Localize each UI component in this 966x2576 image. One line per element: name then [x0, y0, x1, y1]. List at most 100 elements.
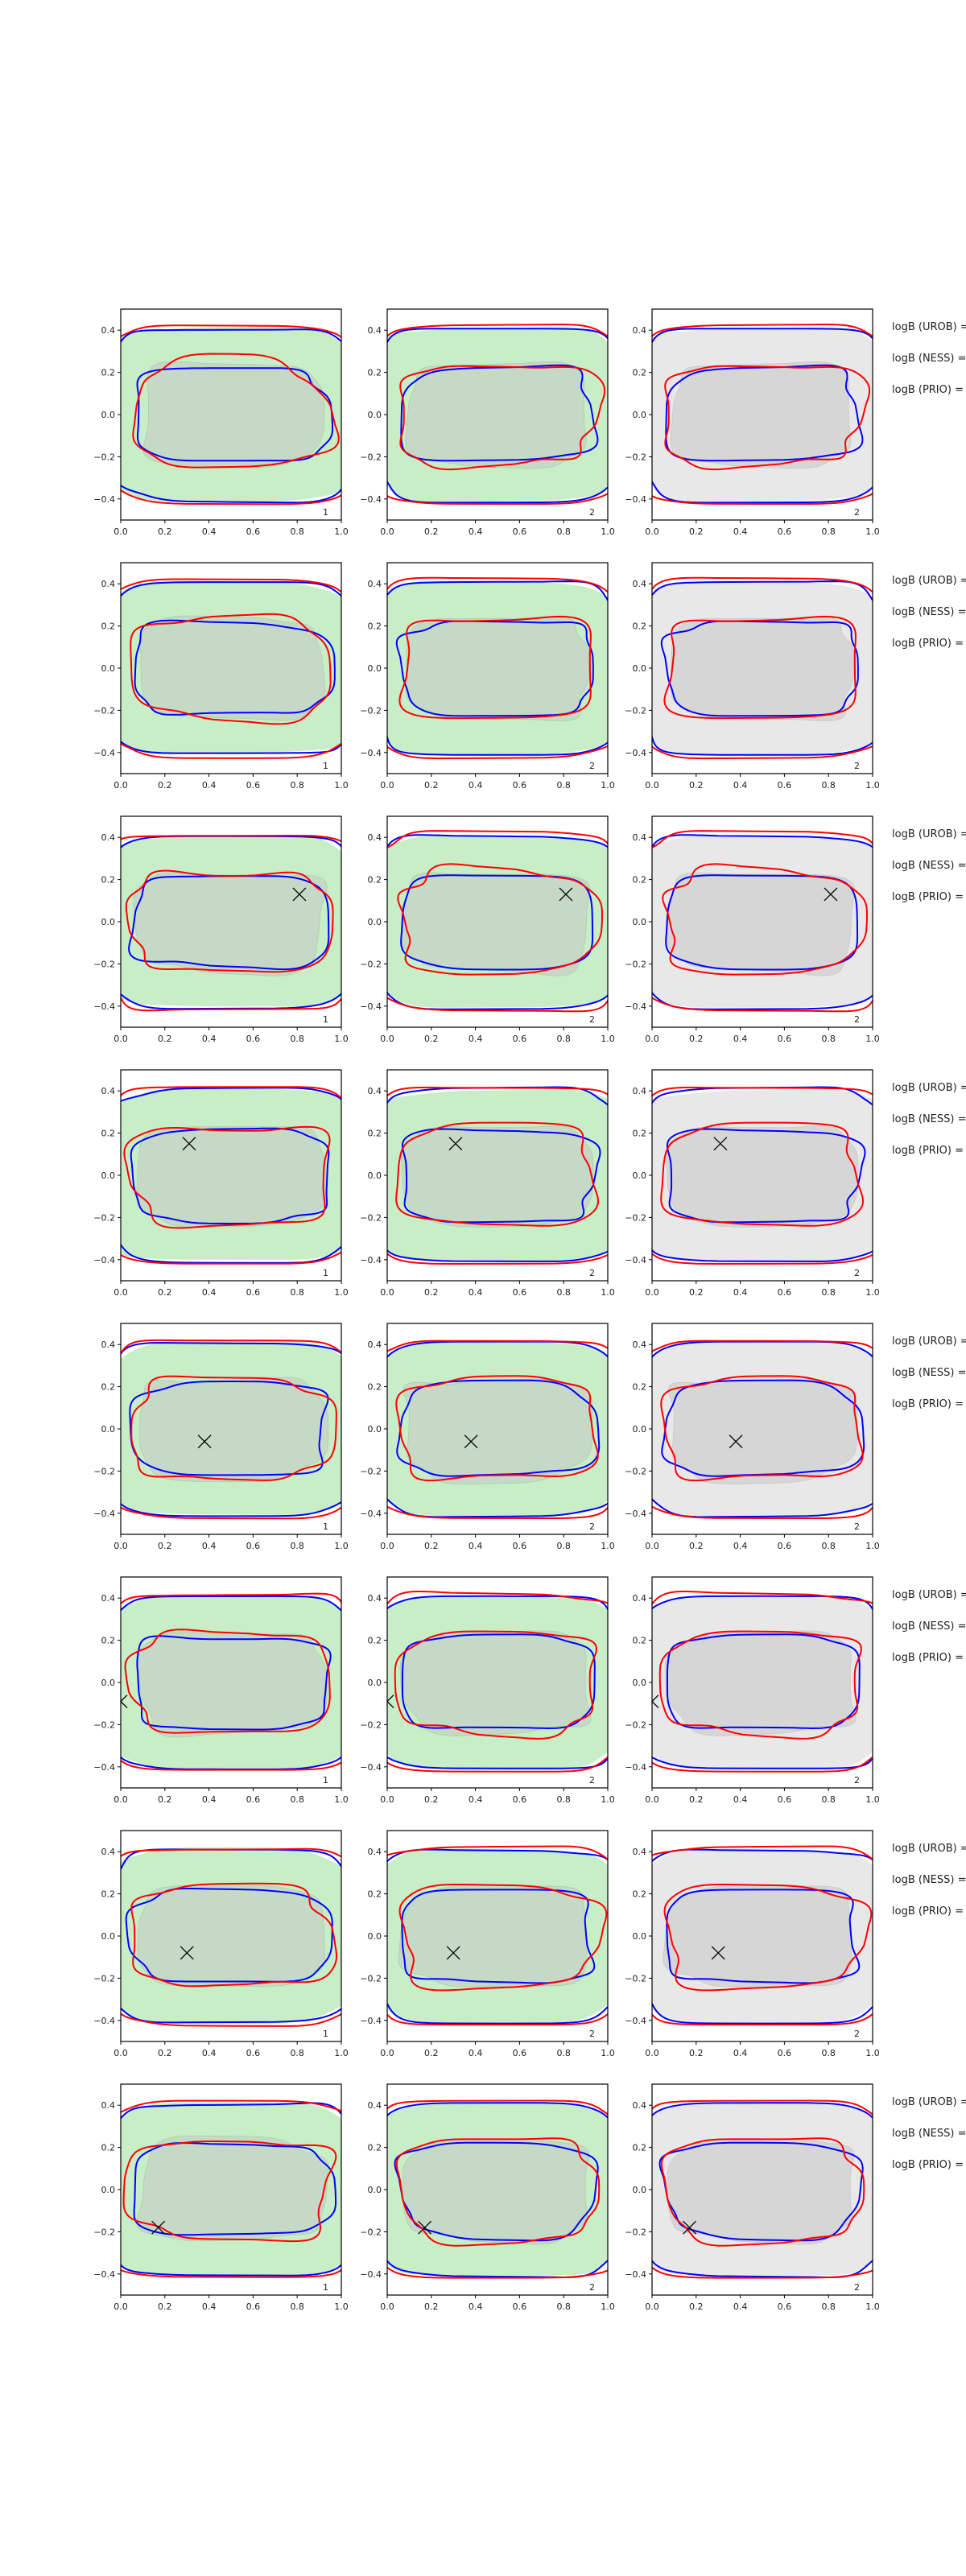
- panel-r3-c3: 2 0.4 0.2 0.0 −0.2 −0.4 0.0 0.2 0.4 0.6 0.8 1.0: [625, 815, 880, 1044]
- x-tick-label: 0.6: [778, 1034, 792, 1044]
- logb-label: logB (PRIO) =: [892, 1398, 964, 1410]
- red-contour-outer: [387, 1845, 608, 2026]
- x-tick-label: 0.2: [424, 1541, 439, 1551]
- density-fill-inner: [139, 1377, 329, 1483]
- x-tick-label: 0.8: [556, 780, 571, 791]
- x-tick-label: 0.0: [114, 2048, 128, 2058]
- logb-label: logB (UROB) =: [892, 2096, 966, 2108]
- blue-contour-inner: [666, 1128, 866, 1224]
- y-tick-label: −0.2: [93, 1973, 115, 1984]
- x-tick-label: 0.2: [689, 1287, 704, 1298]
- panel-r4-c2: 2 0.4 0.2 0.0 −0.2 −0.4 0.0 0.2 0.4 0.6 0.8 1.0: [360, 1069, 615, 1298]
- density-fill-inner: [664, 1630, 857, 1736]
- panel-r5-c3: 2 0.4 0.2 0.0 −0.2 −0.4 0.0 0.2 0.4 0.6 0.8 1.0: [625, 1323, 880, 1551]
- panel-r2-c1: 1 0.4 0.2 0.0 −0.2 −0.4 0.0 0.2 0.4 0.6 0.8 1.0: [93, 562, 349, 791]
- density-fill-inner: [136, 2135, 329, 2242]
- density-fill-inner: [401, 872, 591, 976]
- panel-id-label: 2: [854, 1014, 860, 1025]
- x-tick-label: 0.6: [513, 526, 527, 537]
- x-tick-label: 0.4: [733, 1794, 748, 1805]
- logb-label: logB (NESS) =: [892, 1874, 966, 1886]
- red-contour-outer: [652, 1340, 873, 1519]
- x-tick-label: 0.8: [821, 1541, 836, 1551]
- density-fill-inner: [136, 1126, 328, 1228]
- x-marker: [446, 1946, 460, 1960]
- x-tick-label: 1.0: [601, 1541, 615, 1551]
- y-tick-label: 0.4: [368, 325, 382, 336]
- blue-contour-outer: [652, 834, 873, 1010]
- y-tick-label: −0.4: [360, 1255, 382, 1265]
- y-tick-label: 0.2: [633, 875, 647, 886]
- red-contour-outer: [387, 830, 608, 1013]
- blue-contour-inner: [136, 367, 334, 462]
- panel-id-label: 2: [854, 1775, 860, 1785]
- density-fill-inner: [405, 361, 587, 469]
- y-tick-label: −0.2: [360, 1719, 382, 1730]
- logb-label: logB (UROB) =: [892, 1335, 966, 1348]
- red-contour-inner: [660, 1121, 865, 1227]
- x-marker: [151, 2220, 166, 2235]
- y-tick-label: 0.4: [633, 579, 647, 589]
- y-tick-label: 0.2: [368, 368, 382, 378]
- y-tick-label: −0.2: [625, 1719, 646, 1730]
- x-tick-label: 1.0: [334, 1034, 349, 1044]
- density-fill-inner: [399, 1630, 592, 1736]
- y-tick-label: 0.0: [101, 1678, 116, 1688]
- x-tick-label: 0.0: [645, 1541, 659, 1551]
- x-tick-label: 0.2: [158, 1794, 172, 1805]
- panel-r8-c3: 2 0.4 0.2 0.0 −0.2 −0.4 0.0 0.2 0.4 0.6 0.8 1.0: [625, 2083, 880, 2312]
- y-tick-label: −0.4: [93, 1762, 115, 1773]
- x-tick-label: 0.4: [202, 526, 217, 537]
- y-tick-label: −0.4: [625, 2269, 646, 2280]
- x-tick-label: 0.6: [778, 1794, 792, 1805]
- red-contour-inner: [660, 2137, 865, 2247]
- y-tick-label: −0.4: [625, 1001, 646, 1012]
- density-fill-inner: [137, 1885, 325, 1987]
- x-tick-label: 0.0: [380, 1287, 394, 1298]
- blue-contour-outer: [121, 1341, 341, 1517]
- y-tick-label: 0.0: [101, 410, 116, 420]
- x-tick-label: 0.0: [645, 1034, 659, 1044]
- blue-contour-inner: [133, 2141, 337, 2236]
- logb-label: logB (UROB) =: [892, 1082, 966, 1094]
- density-fill-inner: [136, 1631, 328, 1738]
- logb-label: logB (NESS) =: [892, 1367, 966, 1379]
- x-tick-label: 0.2: [689, 2048, 704, 2058]
- y-tick-label: 0.0: [633, 410, 647, 420]
- x-tick-label: 0.6: [513, 1794, 527, 1805]
- y-tick-label: 0.0: [633, 2185, 647, 2195]
- x-tick-label: 0.4: [469, 1034, 483, 1044]
- red-contour-inner: [130, 1375, 337, 1481]
- red-contour-outer: [652, 1591, 873, 1773]
- y-tick-label: 0.2: [101, 621, 116, 632]
- x-tick-label: 0.6: [513, 1541, 527, 1551]
- panel-r1-c2: 2 0.4 0.2 0.0 −0.2 −0.4 0.0 0.2 0.4 0.6 0.8 1.0: [360, 308, 615, 537]
- y-tick-label: 0.0: [633, 1931, 647, 1942]
- x-marker: [292, 887, 307, 902]
- x-tick-label: 0.0: [380, 1794, 394, 1805]
- panel-r5-c2: 2 0.4 0.2 0.0 −0.2 −0.4 0.0 0.2 0.4 0.6 0.8 1.0: [360, 1323, 615, 1551]
- x-tick-label: 0.4: [202, 780, 217, 791]
- y-tick-label: −0.2: [93, 1719, 115, 1730]
- red-contour-inner: [394, 1630, 597, 1740]
- x-marker: [418, 2220, 432, 2235]
- y-tick-label: −0.2: [625, 452, 646, 462]
- x-tick-label: 0.0: [645, 2301, 659, 2312]
- x-tick-label: 0.4: [733, 2048, 748, 2058]
- x-tick-label: 0.0: [380, 526, 394, 537]
- x-marker: [197, 1435, 212, 1449]
- x-tick-label: 0.0: [645, 2048, 659, 2058]
- y-tick-label: −0.4: [93, 494, 115, 505]
- x-tick-label: 1.0: [865, 1287, 880, 1298]
- red-contour-inner: [132, 353, 340, 469]
- y-tick-label: 0.4: [633, 832, 647, 843]
- y-tick-label: 0.2: [633, 621, 647, 632]
- red-contour-inner: [398, 615, 592, 720]
- y-tick-label: 0.2: [633, 1889, 647, 1900]
- y-tick-label: 0.0: [368, 410, 382, 420]
- logb-label: logB (UROB) =: [892, 828, 966, 840]
- y-tick-label: 0.2: [101, 1382, 116, 1393]
- x-marker: [711, 1946, 725, 1960]
- blue-contour-inner: [136, 1635, 332, 1731]
